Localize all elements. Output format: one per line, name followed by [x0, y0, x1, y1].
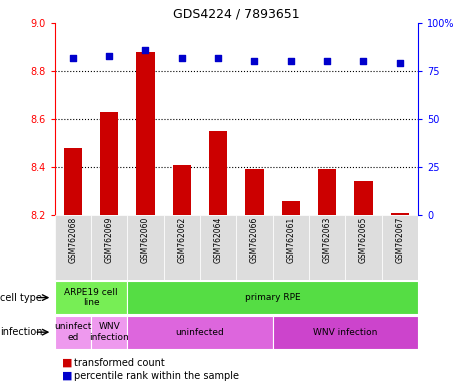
- Text: uninfected: uninfected: [176, 328, 224, 337]
- Point: [142, 47, 149, 53]
- Text: ARPE19 cell
line: ARPE19 cell line: [64, 288, 118, 307]
- Bar: [354, 181, 372, 215]
- Text: GSM762065: GSM762065: [359, 217, 368, 263]
- Text: primary RPE: primary RPE: [245, 293, 301, 302]
- Text: WNV infection: WNV infection: [313, 328, 378, 337]
- Bar: [282, 200, 300, 215]
- FancyBboxPatch shape: [55, 316, 91, 349]
- Text: GSM762060: GSM762060: [141, 217, 150, 263]
- Text: infection: infection: [0, 327, 43, 337]
- Bar: [391, 213, 409, 215]
- FancyBboxPatch shape: [273, 316, 418, 349]
- Point: [323, 58, 331, 65]
- FancyBboxPatch shape: [381, 215, 418, 280]
- FancyBboxPatch shape: [127, 316, 273, 349]
- Point: [360, 58, 367, 65]
- Text: GSM762062: GSM762062: [177, 217, 186, 263]
- Text: ■: ■: [62, 358, 72, 368]
- Text: GSM762064: GSM762064: [214, 217, 223, 263]
- Point: [105, 53, 113, 59]
- FancyBboxPatch shape: [55, 281, 127, 314]
- Point: [251, 58, 258, 65]
- FancyBboxPatch shape: [309, 215, 345, 280]
- Text: cell type: cell type: [0, 293, 42, 303]
- Text: GSM762067: GSM762067: [395, 217, 404, 263]
- Text: GSM762066: GSM762066: [250, 217, 259, 263]
- Bar: [246, 169, 264, 215]
- Title: GDS4224 / 7893651: GDS4224 / 7893651: [173, 7, 300, 20]
- Point: [214, 55, 222, 61]
- Text: transformed count: transformed count: [74, 358, 164, 368]
- Text: GSM762069: GSM762069: [104, 217, 114, 263]
- Bar: [64, 148, 82, 215]
- Point: [287, 58, 294, 65]
- FancyBboxPatch shape: [273, 215, 309, 280]
- Text: ■: ■: [62, 371, 72, 381]
- Point: [396, 60, 404, 66]
- FancyBboxPatch shape: [91, 215, 127, 280]
- Bar: [209, 131, 227, 215]
- Text: percentile rank within the sample: percentile rank within the sample: [74, 371, 238, 381]
- Point: [69, 55, 76, 61]
- Bar: [173, 165, 191, 215]
- FancyBboxPatch shape: [127, 281, 418, 314]
- Bar: [318, 169, 336, 215]
- FancyBboxPatch shape: [163, 215, 200, 280]
- FancyBboxPatch shape: [200, 215, 237, 280]
- FancyBboxPatch shape: [91, 316, 127, 349]
- Text: GSM762068: GSM762068: [68, 217, 77, 263]
- FancyBboxPatch shape: [345, 215, 381, 280]
- Bar: [136, 52, 154, 215]
- FancyBboxPatch shape: [55, 215, 91, 280]
- Point: [178, 55, 186, 61]
- Bar: [100, 112, 118, 215]
- Text: uninfect
ed: uninfect ed: [54, 323, 92, 342]
- Text: GSM762063: GSM762063: [323, 217, 332, 263]
- Text: GSM762061: GSM762061: [286, 217, 295, 263]
- Text: WNV
infection: WNV infection: [89, 323, 129, 342]
- FancyBboxPatch shape: [237, 215, 273, 280]
- FancyBboxPatch shape: [127, 215, 163, 280]
